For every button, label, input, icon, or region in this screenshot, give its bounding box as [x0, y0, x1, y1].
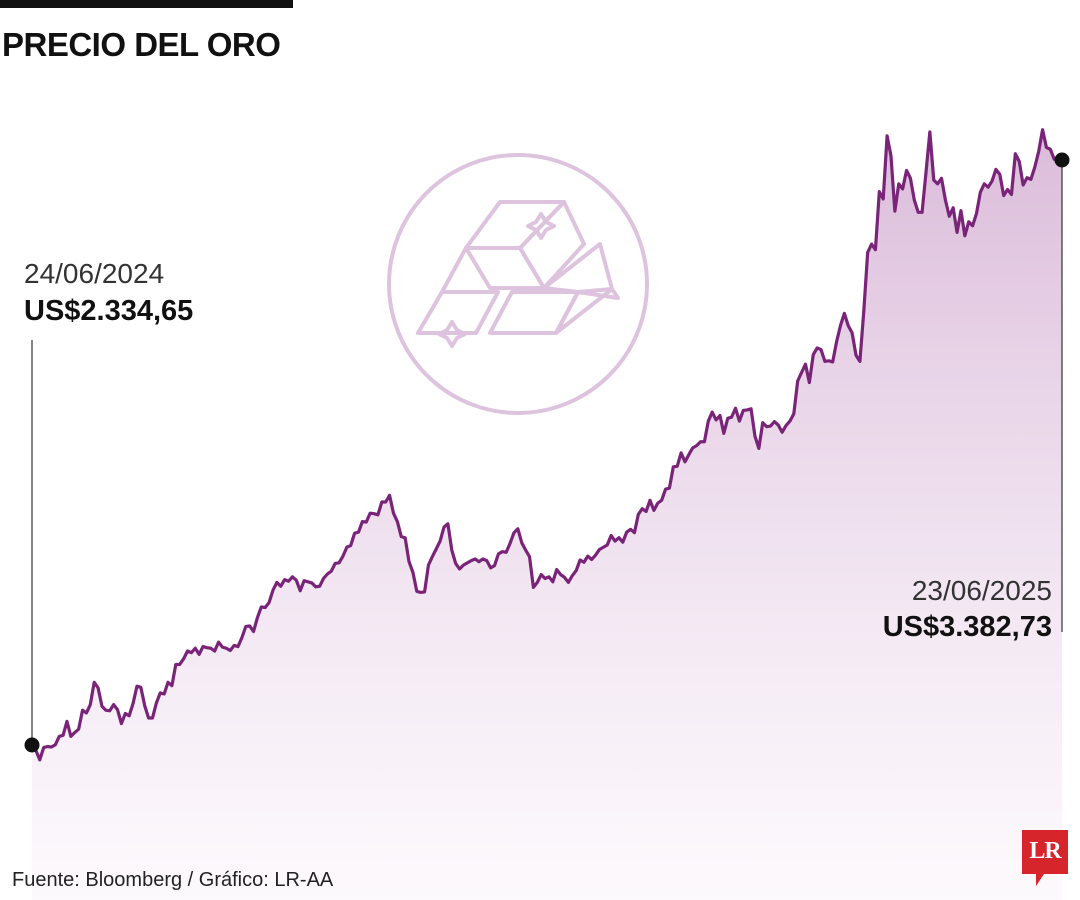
chart-title: PRECIO DEL ORO [2, 26, 281, 63]
lr-logo: LR [1022, 830, 1068, 888]
top-rule [0, 0, 293, 8]
start-value-label: US$2.334,65 [24, 295, 194, 327]
start-point-marker [24, 737, 40, 753]
source-note: Fuente: Bloomberg / Gráfico: LR-AA [12, 869, 334, 891]
end-value-label: US$3.382,73 [882, 611, 1052, 643]
lr-logo-text: LR [1029, 838, 1061, 864]
end-point-marker [1054, 152, 1070, 168]
gold-bars-icon [387, 153, 649, 415]
start-date-label: 24/06/2024 [24, 258, 165, 289]
price-line [30, 128, 1063, 762]
end-date-label: 23/06/2025 [911, 575, 1052, 606]
price-area [32, 129, 1062, 900]
